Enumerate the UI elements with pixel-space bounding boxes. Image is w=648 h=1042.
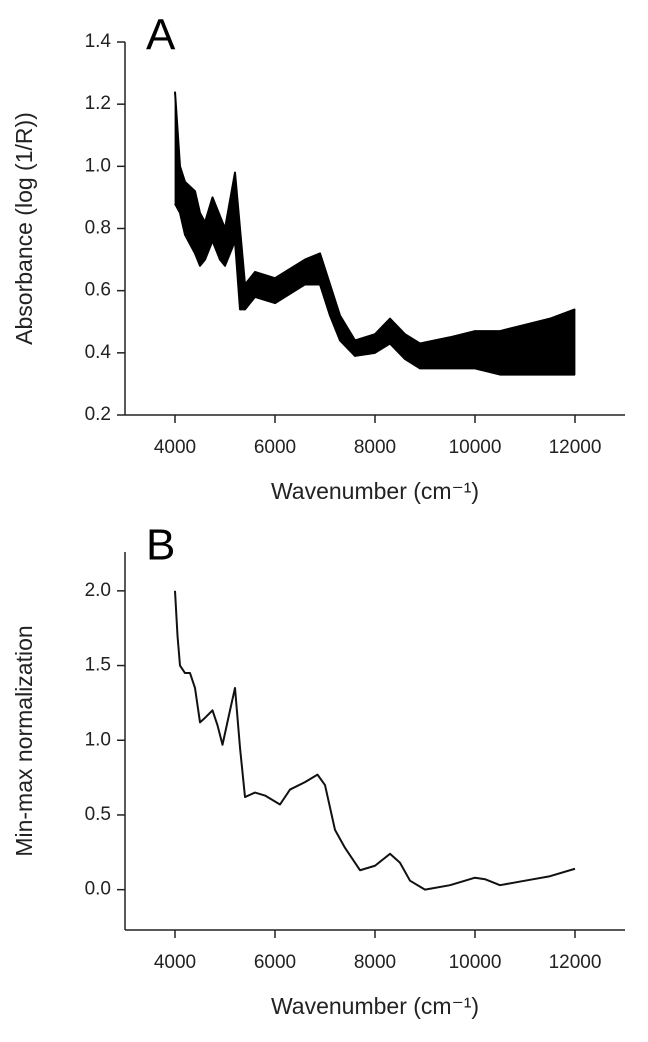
- y-tick-label: 1.0: [85, 155, 111, 176]
- y-tick-label: 1.0: [85, 729, 111, 750]
- x-tick-label: 8000: [354, 437, 396, 458]
- y-tick-label: 0.6: [85, 280, 111, 301]
- y-tick-label: 0.8: [85, 218, 111, 239]
- y-tick-label: 0.4: [85, 342, 112, 363]
- spectra-band: [499, 324, 526, 375]
- spectrum-line: [174, 91, 576, 345]
- spectra-band: [524, 318, 551, 375]
- x-tick-label: 6000: [254, 952, 296, 973]
- x-axis-title: Wavenumber (cm⁻¹): [271, 993, 479, 1019]
- x-tick-label: 10000: [449, 952, 502, 973]
- panel-label: A: [146, 11, 176, 60]
- x-tick-label: 4000: [154, 437, 196, 458]
- y-axis-title: Min-max normalization: [11, 625, 37, 856]
- y-tick-label: 0.5: [85, 804, 111, 825]
- spectra-band: [319, 253, 331, 316]
- y-axis-title: Absorbance (log (1/R)): [11, 112, 37, 345]
- x-axis-title: Wavenumber (cm⁻¹): [271, 478, 479, 504]
- y-tick-label: 2.0: [85, 580, 111, 601]
- spectra-band: [389, 317, 406, 361]
- y-tick-label: 0.0: [85, 879, 111, 900]
- y-tick-label: 1.4: [85, 31, 112, 52]
- spectra-band: [474, 330, 501, 376]
- spectrum-line: [174, 203, 575, 376]
- x-tick-label: 10000: [449, 437, 502, 458]
- x-tick-label: 12000: [549, 952, 602, 973]
- x-tick-label: 4000: [154, 952, 196, 973]
- x-tick-label: 12000: [549, 437, 602, 458]
- panel: 0.2 0.4 0.6 0.8 1.0 1.2 1.4 4000 6000 8000 10000 12…: [11, 11, 625, 504]
- x-tick-label: 6000: [254, 437, 296, 458]
- panel-label: B: [146, 521, 175, 570]
- x-tick-label: 8000: [354, 952, 396, 973]
- y-tick-label: 1.5: [85, 655, 111, 676]
- y-tick-label: 0.2: [85, 404, 111, 425]
- spectrum-line: [174, 590, 576, 891]
- spectra-band: [549, 308, 576, 375]
- panel: 0.0 0.5 1.0 1.5 2.0 4000 6000 8000 10000 12000 Wav…: [11, 521, 625, 1019]
- y-tick-label: 1.2: [85, 93, 111, 114]
